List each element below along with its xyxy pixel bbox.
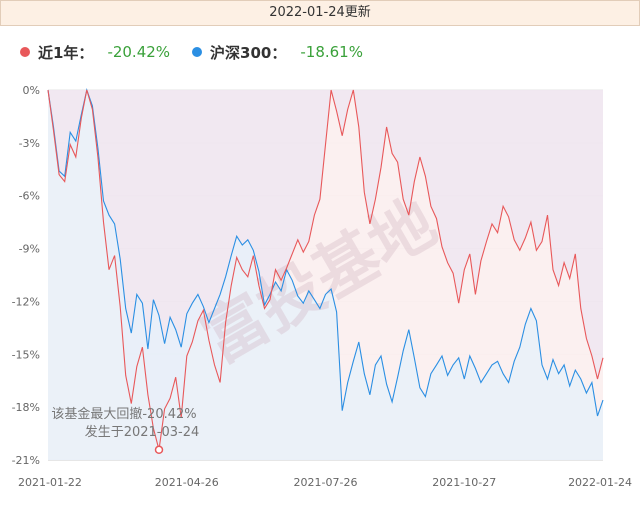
legend-item-fund[interactable]: 近1年： -20.42%: [20, 42, 170, 63]
x-tick-label: 2021-01-22: [18, 476, 82, 489]
legend-fund-value: -20.42%: [107, 43, 171, 61]
y-tick-label: -9%: [19, 243, 40, 256]
update-date-text: 2022-01-24更新: [269, 5, 371, 20]
y-tick-label: -18%: [12, 401, 40, 414]
annotation-layer: 该基金最大回撤-20.42% 发生于2021-03-24: [51, 406, 200, 455]
annotation-line2: 发生于2021-03-24: [85, 424, 200, 440]
x-tick-label: 2021-10-27: [432, 476, 496, 489]
series-line-fund: [47, 89, 604, 450]
legend: 近1年： -20.42% 沪深300： -18.61%: [20, 40, 385, 64]
max-drawdown-point: [154, 445, 164, 455]
y-tick-label: -15%: [12, 348, 40, 361]
y-tick-label: -3%: [19, 137, 40, 150]
tick-layer: 0% -3% -6% -9% -12% -15% -18% -21% 2021-01-22 202…: [12, 84, 632, 489]
update-date-bar: 2022-01-24更新: [0, 0, 640, 26]
annotation-line1: 该基金最大回撤-20.42%: [51, 406, 196, 422]
index-dot-icon: [192, 47, 203, 57]
y-tick-label: 0%: [23, 84, 40, 97]
fund-area: [48, 90, 603, 450]
fill-layer: [48, 90, 603, 460]
legend-index-name: 沪深300：: [210, 43, 287, 62]
x-tick-label: 2021-07-26: [294, 476, 358, 489]
series-line-index: [47, 88, 604, 417]
index-area: [48, 90, 603, 460]
x-tick-label: 2022-01-24: [568, 476, 632, 489]
legend-index-value: -18.61%: [300, 43, 363, 61]
y-tick-label: -12%: [12, 295, 40, 308]
y-tick-label: -21%: [12, 454, 40, 467]
legend-item-index[interactable]: 沪深300： -18.61%: [192, 42, 363, 63]
x-tick-label: 2021-04-26: [155, 476, 219, 489]
fund-dot-icon: [20, 47, 30, 57]
y-tick-label: -6%: [19, 190, 40, 203]
legend-fund-name: 近1年：: [38, 43, 94, 62]
line-layer: [47, 88, 604, 450]
